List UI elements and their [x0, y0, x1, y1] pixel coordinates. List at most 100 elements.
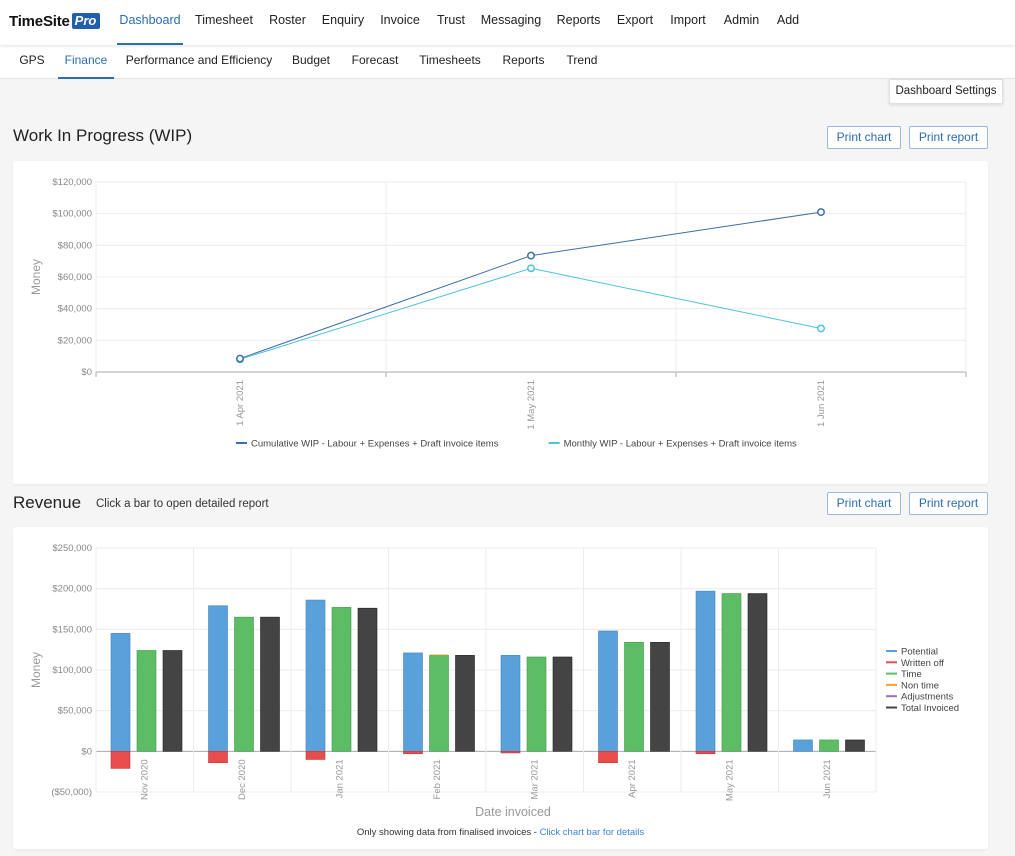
nav-invoice[interactable]: Invoice: [380, 13, 420, 27]
wip-data-point: [236, 354, 244, 363]
revenue-bar-time: [136, 650, 157, 752]
revenue-bar-time: [331, 607, 352, 752]
subnav-forecast[interactable]: Forecast: [351, 53, 399, 67]
revenue-bar-time: [819, 739, 839, 752]
wip-legend-label: Cumulative WIP - Labour + Expenses + Dra…: [251, 439, 499, 450]
revenue-footnote: Only showing data from finalised invoice…: [13, 827, 988, 838]
revenue-legend-label: Total Invoiced: [901, 703, 959, 714]
revenue-bar-non-time: [429, 654, 449, 656]
wip-x-tick-label: 1 Apr 2021: [235, 380, 246, 426]
revenue-y-tick-label: $50,000: [58, 706, 92, 717]
revenue-bar-written-off: [403, 751, 423, 755]
revenue-x-tick-label: Jan 2021: [335, 759, 346, 798]
revenue-bar-total-invoiced: [845, 739, 865, 752]
wip-print-chart-button[interactable]: Print chart: [827, 126, 901, 149]
subnav-budget[interactable]: Budget: [291, 53, 331, 67]
revenue-bar-total-invoiced: [650, 642, 670, 752]
revenue-print-chart-button[interactable]: Print chart: [827, 492, 901, 515]
footnote-text: Only showing data from finalised invoice…: [356, 827, 540, 838]
nav-admin[interactable]: Admin: [723, 13, 760, 27]
wip-y-tick-label: $100,000: [52, 209, 92, 220]
wip-x-tick-label: 1 Jun 2021: [816, 380, 827, 427]
wip-series-line: [239, 211, 822, 360]
revenue-x-tick-label: Feb 2021: [432, 759, 443, 799]
wip-x-tick-label: 1 May 2021: [526, 380, 537, 430]
wip-chart-card: $0 $20,000 $40,000 $60,000 $80,000 $100,000 $1…: [13, 161, 988, 484]
revenue-bar-chart[interactable]: ($50,000) $0 $50,000 $100,000 $150,000 $200,0…: [13, 527, 988, 849]
revenue-y-axis-label: Money: [29, 652, 43, 688]
subnav-performance[interactable]: Performance and Efficiency: [125, 53, 273, 67]
revenue-bar-potential: [305, 599, 326, 752]
revenue-x-tick-label: Jun 2021: [822, 759, 833, 798]
logo-badge: Pro: [71, 13, 101, 29]
wip-data-point: [817, 208, 825, 217]
subnav-timesheets[interactable]: Timesheets: [419, 53, 481, 67]
wip-data-point: [817, 324, 825, 333]
subnav-gps[interactable]: GPS: [19, 53, 45, 67]
revenue-legend-label: Written off: [901, 658, 944, 669]
wip-line-chart[interactable]: $0 $20,000 $40,000 $60,000 $80,000 $100,000 $1…: [13, 161, 988, 484]
revenue-y-tick-label: $250,000: [52, 543, 92, 554]
revenue-x-tick-label: Dec 2020: [237, 759, 248, 800]
dashboard-settings-button[interactable]: Dashboard Settings: [889, 79, 1003, 104]
top-navigation: TimeSite Pro Dashboard Timesheet Roster …: [0, 0, 1015, 45]
revenue-legend-label: Adjustments: [901, 692, 954, 703]
revenue-legend-label: Time: [901, 669, 922, 680]
wip-y-tick-label: $80,000: [58, 240, 92, 251]
wip-y-tick-label: $40,000: [58, 304, 92, 315]
revenue-bar-time: [721, 593, 742, 752]
nav-roster[interactable]: Roster: [269, 13, 306, 27]
revenue-bar-time: [526, 656, 547, 752]
revenue-bar-written-off: [305, 751, 326, 760]
revenue-bar-total-invoiced: [552, 656, 573, 752]
wip-y-tick-label: $20,000: [58, 335, 92, 346]
wip-y-tick-label: $120,000: [52, 177, 92, 188]
revenue-bar-potential: [403, 652, 423, 752]
revenue-bar-written-off: [110, 751, 131, 769]
wip-print-report-button[interactable]: Print report: [909, 126, 988, 149]
wip-y-tick-label: $0: [81, 367, 92, 378]
revenue-legend-label: Non time: [901, 680, 939, 691]
wip-legend-label: Monthly WIP - Labour + Expenses + Draft …: [564, 439, 797, 450]
revenue-bar-potential: [110, 633, 131, 752]
revenue-bar-potential: [695, 590, 716, 752]
subnav-reports[interactable]: Reports: [502, 53, 545, 67]
revenue-bar-total-invoiced: [260, 616, 280, 752]
nav-dashboard[interactable]: Dashboard: [117, 0, 183, 45]
nav-export[interactable]: Export: [616, 13, 654, 27]
nav-add[interactable]: Add: [776, 13, 800, 27]
revenue-x-axis-label: Date invoiced: [475, 805, 551, 819]
nav-import[interactable]: Import: [670, 13, 706, 27]
sub-navigation: GPS Finance Performance and Efficiency B…: [0, 45, 1015, 79]
revenue-bar-potential: [598, 630, 618, 752]
revenue-title: Revenue: [13, 493, 82, 512]
logo-text: TimeSite: [9, 12, 70, 30]
revenue-bar-time: [624, 642, 644, 752]
nav-enquiry[interactable]: Enquiry: [321, 13, 365, 27]
revenue-y-tick-label: $150,000: [52, 624, 92, 635]
revenue-bar-written-off: [500, 751, 521, 754]
revenue-bar-time: [234, 616, 254, 752]
subnav-trend[interactable]: Trend: [566, 53, 598, 67]
revenue-y-tick-label: $0: [81, 746, 92, 757]
nav-timesheet[interactable]: Timesheet: [195, 13, 253, 27]
nav-messaging[interactable]: Messaging: [480, 13, 542, 27]
revenue-x-tick-label: May 2021: [725, 759, 736, 801]
wip-y-tick-label: $60,000: [58, 272, 92, 283]
nav-trust[interactable]: Trust: [436, 13, 465, 27]
revenue-chart-card: ($50,000) $0 $50,000 $100,000 $150,000 $200,0…: [13, 527, 988, 849]
wip-y-axis-label: Money: [29, 259, 43, 295]
revenue-bar-written-off: [208, 751, 228, 764]
revenue-subtitle: Click a bar to open detailed report: [96, 498, 269, 510]
revenue-bar-potential: [208, 605, 228, 752]
revenue-y-tick-label: ($50,000): [51, 787, 92, 798]
revenue-print-report-button[interactable]: Print report: [909, 492, 988, 515]
footnote-link[interactable]: Click chart bar for details: [539, 827, 645, 838]
revenue-bar-time: [429, 655, 449, 752]
revenue-bar-potential: [793, 739, 813, 752]
revenue-bar-total-invoiced: [357, 607, 378, 752]
subnav-finance[interactable]: Finance: [58, 45, 114, 79]
revenue-bar-total-invoiced: [455, 655, 475, 752]
app-logo[interactable]: TimeSite Pro: [9, 11, 101, 31]
nav-reports[interactable]: Reports: [556, 13, 601, 27]
